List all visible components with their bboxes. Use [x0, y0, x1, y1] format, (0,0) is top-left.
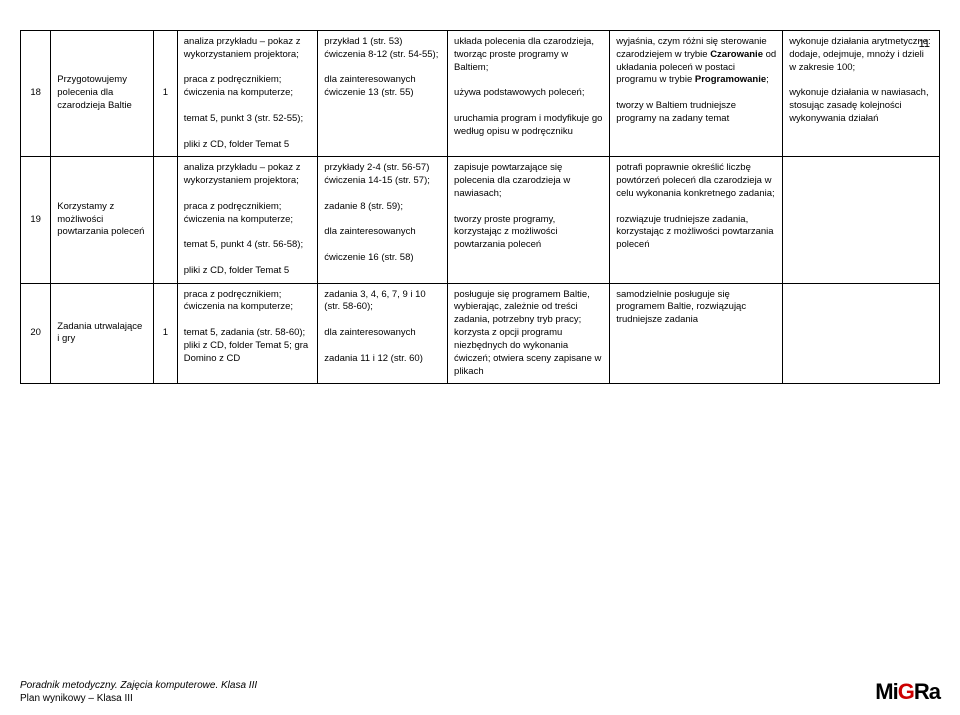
footer-line1: Poradnik metodyczny. Zajęcia komputerowe… [20, 680, 257, 691]
row-extended: samodzielnie posługuje się programem Bal… [610, 283, 783, 384]
row-basic: układa polecenia dla czarodzieja, tworzą… [448, 31, 610, 157]
footer-line2: Plan wynikowy – Klasa III [20, 693, 133, 704]
row-extended: potrafi poprawnie określić liczbę powtór… [610, 157, 783, 283]
row-methods: analiza przykładu – pokaz z wykorzystani… [177, 31, 318, 157]
footer: Poradnik metodyczny. Zajęcia komputerowe… [20, 679, 940, 705]
page-number: 11 [919, 38, 930, 50]
row-count: 1 [153, 31, 177, 157]
row-topic: Przygotowujemy polecenia dla czarodzieja… [51, 31, 154, 157]
row-exercises: przykład 1 (str. 53)ćwiczenia 8-12 (str.… [318, 31, 448, 157]
row-topic: Korzystamy z możliwości powtarzania pole… [51, 157, 154, 283]
table-row: 18 Przygotowujemy polecenia dla czarodzi… [21, 31, 940, 157]
row-methods: analiza przykładu – pokaz z wykorzystani… [177, 157, 318, 283]
row-exercises: zadania 3, 4, 6, 7, 9 i 10 (str. 58-60);… [318, 283, 448, 384]
row-topic: Zadania utrwalające i gry [51, 283, 154, 384]
row-number: 18 [21, 31, 51, 157]
logo: MiGRa [875, 679, 940, 705]
logo-part-mi: Mi [875, 679, 897, 704]
row-methods: praca z podręcznikiem; ćwiczenia na komp… [177, 283, 318, 384]
row-basic: zapisuje powtarzające się polecenia dla … [448, 157, 610, 283]
logo-part-ra: Ra [914, 679, 940, 704]
curriculum-table: 18 Przygotowujemy polecenia dla czarodzi… [20, 30, 940, 384]
row-number: 19 [21, 157, 51, 283]
table-row: 20 Zadania utrwalające i gry 1 praca z p… [21, 283, 940, 384]
table-row: 19 Korzystamy z możliwości powtarzania p… [21, 157, 940, 283]
row-exercises: przykłady 2-4 (str. 56-57)ćwiczenia 14-1… [318, 157, 448, 283]
row-basic: posługuje się programem Baltie, wybieraj… [448, 283, 610, 384]
logo-part-g: G [898, 679, 914, 704]
row-number: 20 [21, 283, 51, 384]
row-count: 1 [153, 283, 177, 384]
footer-text: Poradnik metodyczny. Zajęcia komputerowe… [20, 679, 257, 705]
row-high: wykonuje działania arytmetyczne: dodaje,… [783, 31, 940, 157]
row-high [783, 157, 940, 283]
row-high [783, 283, 940, 384]
row-extended: wyjaśnia, czym różni się sterowanie czar… [610, 31, 783, 157]
row-count [153, 157, 177, 283]
